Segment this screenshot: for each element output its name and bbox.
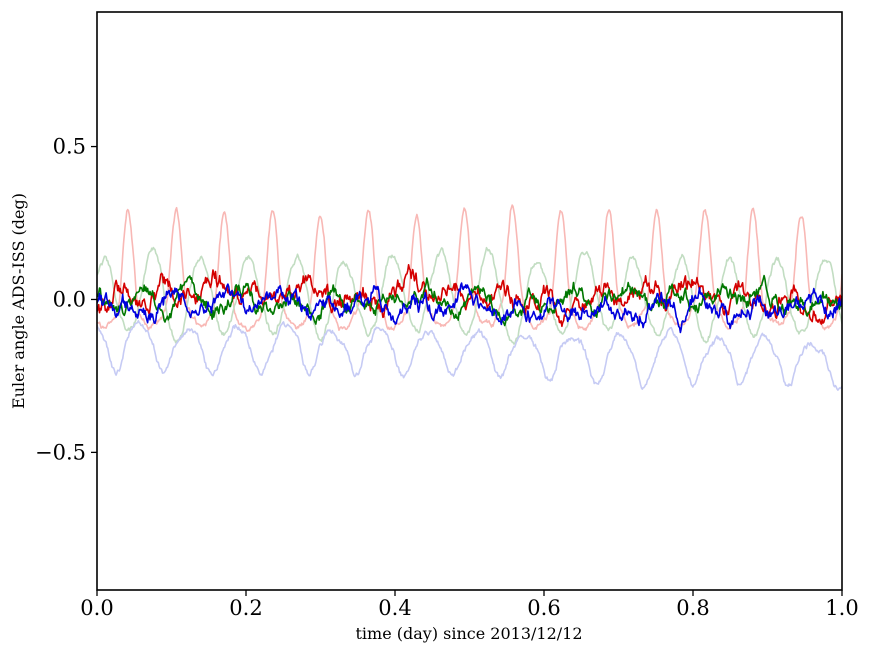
x-tick-label: 0.2 (229, 596, 262, 620)
y-tick-label: −0.5 (35, 441, 86, 465)
series-red-faded-line (97, 204, 842, 332)
y-axis-label: Euler angle ADS-ISS (deg) (9, 193, 28, 409)
x-tick-label: 0.6 (527, 596, 560, 620)
series-blue-faded-line (97, 319, 842, 391)
series-green-faded-line (97, 246, 842, 345)
x-tick-label: 0.4 (378, 596, 411, 620)
series-blue-line (97, 282, 842, 334)
x-tick-label: 0.8 (676, 596, 709, 620)
x-axis-label: time (day) since 2013/12/12 (355, 624, 582, 643)
series-red-line (97, 263, 842, 328)
x-tick-label: 1.0 (825, 596, 858, 620)
y-tick-label: 0.5 (53, 135, 86, 159)
plot-axes: 0.0 0.2 0.4 0.6 0.8 1.0 −0.5 0.0 0.5 (35, 11, 859, 620)
plot-frame (96, 11, 843, 591)
plot-series (97, 204, 842, 391)
y-tick-label: 0.0 (53, 288, 86, 312)
x-tick-label: 0.0 (80, 596, 113, 620)
